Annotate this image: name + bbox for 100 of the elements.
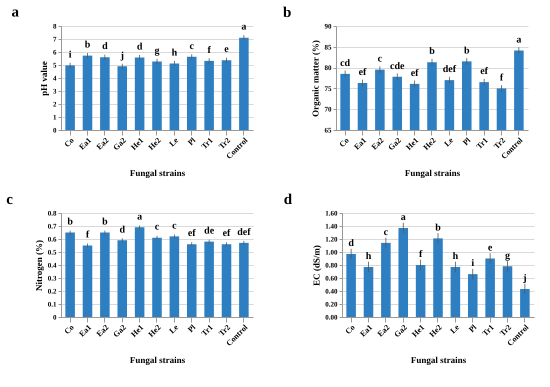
x-axis-title: Fungal strains xyxy=(130,354,186,365)
bar xyxy=(65,232,75,317)
bar xyxy=(416,265,426,317)
bar xyxy=(346,254,356,317)
annotation: b xyxy=(67,216,74,228)
bar xyxy=(239,242,249,317)
x-tick-label: Le xyxy=(167,322,180,336)
x-tick-label: He1 xyxy=(404,136,420,152)
annotation: d xyxy=(119,224,126,236)
annotation: g xyxy=(505,250,510,262)
x-axis-title: Fungal strains xyxy=(130,168,186,178)
annotation: de xyxy=(204,226,215,237)
annotation: cd xyxy=(340,58,351,69)
x-tick-label: Le xyxy=(167,135,180,148)
chart-title: d xyxy=(284,192,293,208)
x-tick-label: Pl xyxy=(461,135,473,148)
annotation: def xyxy=(442,64,457,76)
x-tick-label: He1 xyxy=(129,322,146,339)
bar xyxy=(450,266,460,317)
x-tick-label: Co xyxy=(62,322,76,336)
annotation: h xyxy=(452,250,459,262)
annotation: c xyxy=(190,40,195,52)
x-axis-title: Fungal strains xyxy=(404,168,461,178)
x-tick-label: He2 xyxy=(422,136,438,152)
y-axis-title: Nitrogen (%) xyxy=(34,240,44,292)
bar xyxy=(82,56,92,130)
annotation: f xyxy=(86,230,90,240)
x-tick-label: Le xyxy=(448,322,462,336)
x-tick-label: Ga2 xyxy=(111,322,128,340)
annotation: i xyxy=(68,49,72,60)
y-axis-title: Organic matter (%) xyxy=(310,40,320,117)
x-tick-label: Co xyxy=(344,322,357,336)
annotation: cde xyxy=(390,60,406,72)
annotation: f xyxy=(418,249,423,260)
x-tick-label: Ea2 xyxy=(94,136,111,152)
x-tick-label: Ea1 xyxy=(77,136,94,152)
x-tick-label: Le xyxy=(442,135,456,148)
y-axis-title: pH value xyxy=(39,61,49,96)
bar xyxy=(170,63,180,130)
annotation: def xyxy=(237,226,252,238)
bar xyxy=(222,244,232,317)
annotation: b xyxy=(84,40,91,51)
annotation: b xyxy=(464,45,470,56)
annotation: ef xyxy=(410,68,420,79)
x-tick-label: He2 xyxy=(428,322,444,339)
bar xyxy=(100,57,110,130)
bar xyxy=(117,66,128,130)
bar xyxy=(433,238,443,317)
bar xyxy=(134,227,144,317)
annotation: e xyxy=(224,44,230,56)
bar xyxy=(152,238,162,317)
chart-title: b xyxy=(283,5,292,21)
x-tick-label: Ga2 xyxy=(111,136,128,152)
bar xyxy=(398,228,408,317)
bar xyxy=(485,258,495,317)
bar xyxy=(520,289,530,317)
annotation: e xyxy=(488,242,493,254)
annotation: ef xyxy=(222,228,232,240)
bar xyxy=(82,246,92,317)
annotation: ef xyxy=(358,66,368,78)
bar xyxy=(468,274,478,317)
x-tick-label: Ea1 xyxy=(358,322,374,339)
annotation: h xyxy=(172,47,178,58)
bar xyxy=(364,266,374,317)
x-tick-label: Ga2 xyxy=(386,136,403,152)
bar xyxy=(204,242,214,317)
bar xyxy=(170,236,180,317)
x-tick-label: Ea2 xyxy=(370,136,386,152)
annotation: h xyxy=(366,250,372,262)
x-tick-label: He1 xyxy=(410,322,426,339)
x-tick-label: Pl xyxy=(186,322,198,334)
bar xyxy=(186,244,197,317)
bar xyxy=(152,61,162,130)
annotation: c xyxy=(384,226,389,238)
annotation: j xyxy=(522,273,527,284)
annotation: f xyxy=(500,72,504,84)
annotation: ef xyxy=(188,228,196,240)
x-tick-label: He2 xyxy=(146,136,163,152)
annotation: d xyxy=(136,41,143,52)
bar xyxy=(65,65,75,130)
bar xyxy=(204,60,214,130)
x-axis-title: Fungal strains xyxy=(410,354,467,365)
annotation: b xyxy=(102,216,108,228)
bar xyxy=(239,38,249,130)
annotation: g xyxy=(154,45,160,56)
x-tick-label: Ea1 xyxy=(77,322,94,339)
x-tick-label: Ea2 xyxy=(94,322,111,339)
chart-title: c xyxy=(6,192,14,208)
x-tick-label: Tr1 xyxy=(480,322,496,338)
bar xyxy=(222,60,232,130)
chart-title: a xyxy=(12,4,20,21)
x-tick-label: Tr1 xyxy=(200,136,215,151)
x-tick-label: Co xyxy=(338,136,351,150)
annotation: a xyxy=(400,212,406,223)
x-tick-label: Co xyxy=(62,136,76,150)
x-tick-label: Tr1 xyxy=(474,136,490,151)
x-tick-label: Ga2 xyxy=(392,322,409,340)
annotation: c xyxy=(378,54,383,65)
annotation: i xyxy=(471,258,474,270)
annotation: b xyxy=(435,222,442,234)
